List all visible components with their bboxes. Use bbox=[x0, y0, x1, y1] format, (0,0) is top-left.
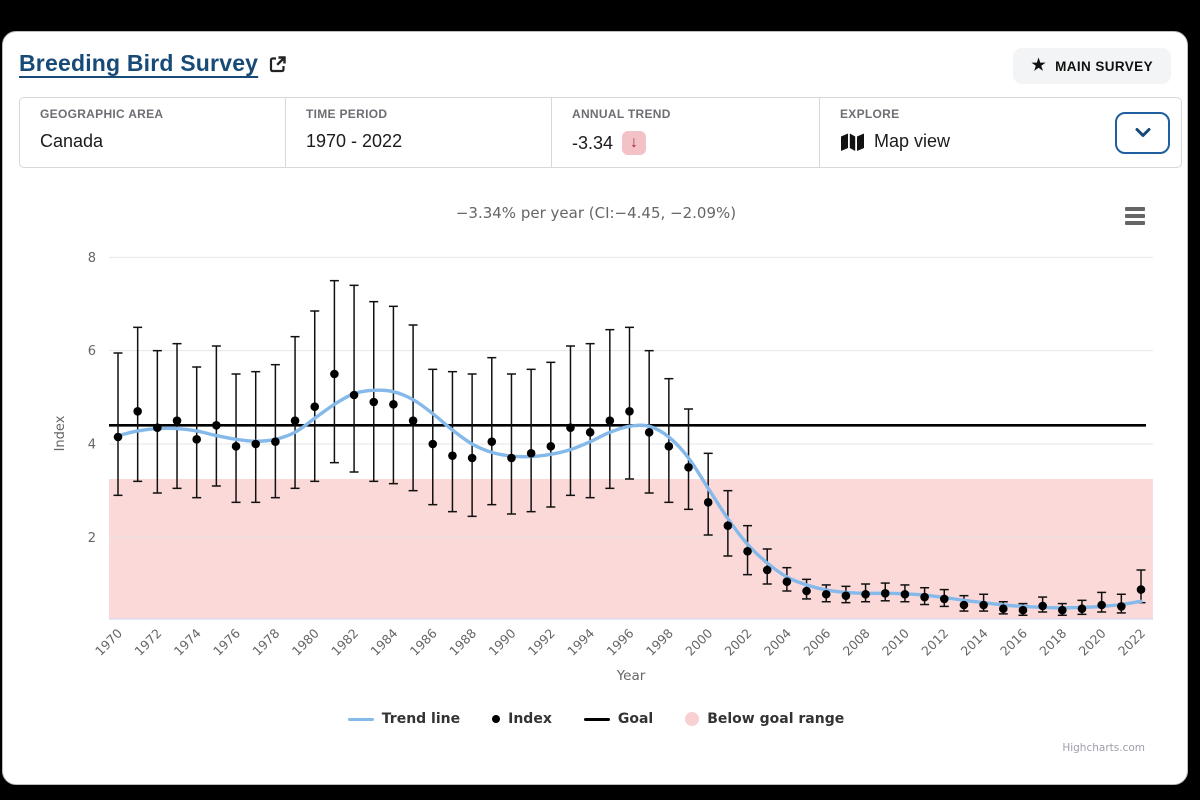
x-axis-tick-label: 2022 bbox=[1115, 626, 1148, 659]
annual-trend-label: ANNUAL TREND bbox=[572, 107, 671, 121]
map-icon bbox=[840, 133, 865, 152]
x-axis-tick-label: 1988 bbox=[446, 625, 479, 658]
x-axis-tick-label: 1996 bbox=[604, 625, 637, 658]
info-cell-annual-trend: ANNUAL TREND -3.34 ↓ bbox=[551, 98, 819, 167]
x-axis-tick-label: 1972 bbox=[131, 626, 164, 659]
x-axis-tick-label: 2012 bbox=[918, 626, 951, 659]
x-axis-tick-label: 1984 bbox=[367, 625, 400, 658]
x-axis-tick-label: 2008 bbox=[840, 625, 873, 658]
chart-title: −3.34% per year (CI:−4.45, −2.09%) bbox=[455, 204, 737, 222]
trend-down-badge: ↓ bbox=[622, 131, 647, 155]
map-view-label: Map view bbox=[874, 131, 951, 151]
main-survey-label: MAIN SURVEY bbox=[1055, 58, 1153, 74]
explore-label: EXPLORE bbox=[840, 107, 900, 121]
chart-legend: Trend line Index Goal Below goal range bbox=[3, 711, 1189, 727]
index-points bbox=[113, 369, 1146, 615]
below-goal-range-band bbox=[109, 479, 1153, 619]
x-axis-tick-label: 2006 bbox=[800, 625, 833, 658]
x-axis-tick-label: 2020 bbox=[1076, 625, 1109, 658]
x-axis-tick-label: 1974 bbox=[171, 625, 204, 658]
y-axis-tick-label: 6 bbox=[88, 344, 96, 359]
expand-dropdown-button[interactable] bbox=[1115, 111, 1170, 154]
index-dot-swatch bbox=[492, 715, 501, 723]
x-axis-tick-label: 1978 bbox=[249, 625, 282, 658]
chart-context-menu-icon[interactable] bbox=[1125, 206, 1147, 226]
info-cell-time-period: TIME PERIOD 1970 - 2022 bbox=[285, 98, 551, 167]
legend-label-index: Index bbox=[508, 711, 552, 727]
time-period-label: TIME PERIOD bbox=[306, 107, 388, 121]
x-axis-tick-label: 2002 bbox=[722, 626, 755, 659]
legend-label-trend-line: Trend line bbox=[381, 711, 461, 727]
chevron-down-icon bbox=[1135, 127, 1151, 138]
legend-label-goal: Goal bbox=[617, 711, 654, 727]
external-link-icon[interactable] bbox=[268, 55, 287, 74]
highcharts-credits-link[interactable]: Highcharts.com bbox=[1062, 742, 1145, 754]
y-axis-title: Index bbox=[53, 415, 68, 451]
x-axis-tick-label: 1982 bbox=[328, 626, 361, 659]
annual-trend-value: -3.34 bbox=[572, 132, 614, 153]
legend-item-goal[interactable]: Goal bbox=[583, 711, 654, 727]
legend-label-below-goal: Below goal range bbox=[707, 711, 845, 727]
x-axis-tick-label: 1990 bbox=[485, 625, 518, 658]
x-axis-tick-label: 1976 bbox=[210, 625, 243, 658]
legend-item-below-goal-range[interactable]: Below goal range bbox=[685, 711, 844, 727]
x-axis-tick-label: 1980 bbox=[289, 625, 322, 658]
x-axis-tick-label: 2010 bbox=[879, 625, 912, 658]
geographic-area-label: GEOGRAPHIC AREA bbox=[40, 107, 164, 121]
x-axis-tick-label: 2016 bbox=[997, 625, 1030, 658]
chart-plot: 2 4 6 8 1970 1972 1974 1976 1978 1980 1982 1984 1986… bbox=[53, 251, 1153, 684]
x-axis-tick-label: 1970 bbox=[92, 625, 125, 658]
x-axis-tick-label: 2018 bbox=[1036, 625, 1069, 658]
info-cell-explore: EXPLORE Map view bbox=[819, 98, 1181, 167]
x-axis-tick-label: 1994 bbox=[564, 625, 597, 658]
x-axis-tick-label: 1998 bbox=[643, 625, 676, 658]
y-axis-tick-label: 4 bbox=[88, 438, 96, 453]
x-axis-tick-label: 1986 bbox=[407, 625, 440, 658]
legend-item-index[interactable]: Index bbox=[492, 711, 552, 727]
info-bar: GEOGRAPHIC AREA Canada TIME PERIOD 1970 … bbox=[19, 97, 1182, 168]
x-axis-title: Year bbox=[616, 668, 646, 684]
main-survey-button[interactable]: ★ MAIN SURVEY bbox=[1013, 48, 1171, 84]
legend-item-trend-line[interactable]: Trend line bbox=[347, 711, 461, 727]
geographic-area-value: Canada bbox=[40, 131, 104, 151]
x-axis-tick-label: 1992 bbox=[525, 626, 558, 659]
info-cell-geographic-area: GEOGRAPHIC AREA Canada bbox=[20, 98, 285, 167]
x-axis-tick-label: 2004 bbox=[761, 625, 794, 658]
map-view-option[interactable]: Map view bbox=[840, 131, 1181, 152]
goal-line-swatch bbox=[583, 717, 610, 721]
survey-card: Breeding Bird Survey ★ MAIN SURVEY GEOGR… bbox=[2, 31, 1188, 785]
below-goal-swatch bbox=[685, 712, 700, 726]
y-axis-tick-label: 2 bbox=[88, 531, 96, 546]
page-title-row: Breeding Bird Survey bbox=[19, 50, 287, 77]
down-arrow-icon: ↓ bbox=[630, 134, 639, 151]
star-icon: ★ bbox=[1031, 57, 1047, 74]
trend-line-swatch bbox=[347, 717, 374, 721]
chart-container: −3.34% per year (CI:−4.45, −2.09%) 2 4 6 8 1… bbox=[3, 192, 1189, 786]
trend-line-path bbox=[116, 388, 1143, 610]
page-title-link[interactable]: Breeding Bird Survey bbox=[19, 50, 259, 76]
y-axis-tick-label: 8 bbox=[88, 251, 96, 266]
x-axis-tick-label: 2014 bbox=[958, 625, 991, 658]
x-axis-tick-label: 2000 bbox=[682, 625, 715, 658]
time-period-value: 1970 - 2022 bbox=[306, 131, 403, 151]
